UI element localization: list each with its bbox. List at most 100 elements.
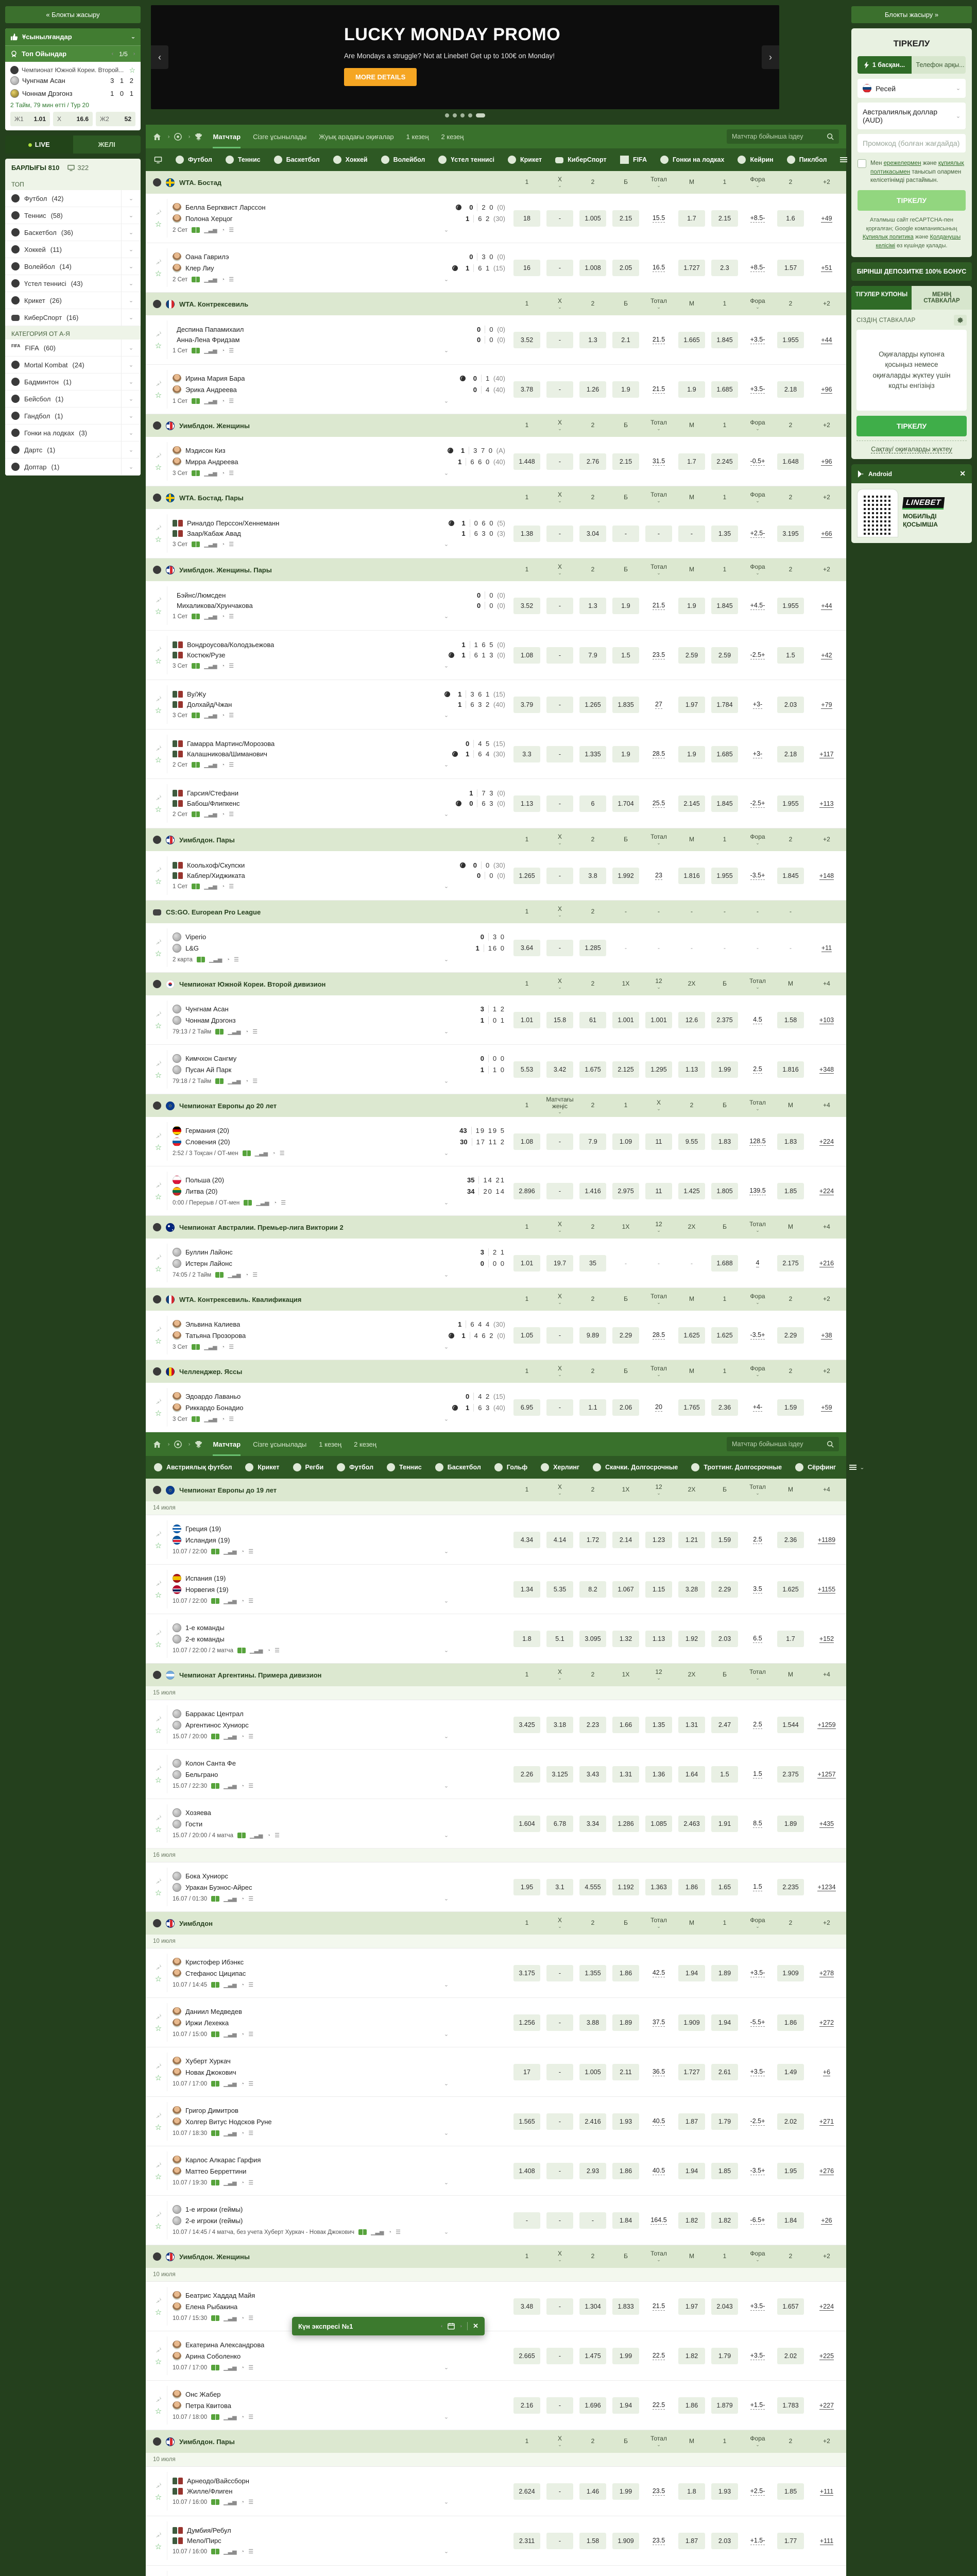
expand-row-icon[interactable]: ⌄ bbox=[443, 957, 449, 962]
field-tracker-icon[interactable] bbox=[242, 1150, 251, 1156]
favorite-star-icon[interactable]: ☆ bbox=[155, 391, 162, 400]
odds-button[interactable]: 1.816 bbox=[777, 1061, 804, 1078]
odds-button[interactable]: 7.9 bbox=[579, 1133, 606, 1150]
list-icon[interactable]: ☰ bbox=[229, 713, 234, 719]
coupon-register-button[interactable]: ТІРКЕЛУ bbox=[856, 416, 967, 437]
odds-button[interactable]: - bbox=[546, 1964, 573, 1981]
list-icon[interactable]: ☰ bbox=[229, 470, 234, 477]
match-row[interactable]: ☆ Эдоардо Лаваньо 0 4 2 (15) Риккардо Бонади… bbox=[146, 1383, 846, 1432]
odds-param-link[interactable]: 36.5 bbox=[652, 2067, 665, 2076]
percent-icon[interactable]: ◔ bbox=[221, 613, 225, 620]
odds-button[interactable]: 1.665 bbox=[678, 331, 705, 348]
close-icon[interactable]: ✕ bbox=[473, 2322, 478, 2330]
league-header[interactable]: Уимблдон 1 X ⌄ 2 Б Тотал ⌄ М 1 Фора ⌄ 2 +2 bbox=[146, 1912, 846, 1935]
odds-button[interactable]: 1.909 bbox=[678, 2014, 705, 2031]
nav-sport-7[interactable]: Крикет bbox=[508, 156, 542, 164]
more-bets-count[interactable]: +1155 bbox=[817, 1585, 836, 1594]
odds-button[interactable]: 2.29 bbox=[612, 1327, 639, 1344]
match-row[interactable]: ☆ Карлос Алкарас Гарфия Маттео Берреттини 1… bbox=[146, 2146, 846, 2196]
favorite-star-icon[interactable]: ☆ bbox=[155, 1409, 162, 1418]
match-row[interactable]: ☆ Арнеодо/Вайссборн Жилле/Флиген 10.07 / 16… bbox=[146, 2467, 846, 2516]
match-row[interactable]: ☆ Колон Санта Фе Бельграно 15.07 / 22:30 ▁▃▅… bbox=[146, 1750, 846, 1799]
odds-param-link[interactable]: 42.5 bbox=[652, 1969, 665, 1977]
odds-button[interactable]: 1.544 bbox=[777, 1716, 804, 1733]
odds-button[interactable]: 1.09 bbox=[612, 1133, 639, 1150]
league-header[interactable]: Уимблдон. Женщины. Пары 1 X ⌄ 2 Б Тотал ⌄ М 1 Фора… bbox=[146, 558, 846, 581]
odds-button[interactable]: - bbox=[678, 525, 705, 542]
odds-param-link[interactable]: 40.5 bbox=[652, 2117, 665, 2126]
field-tracker-icon[interactable] bbox=[211, 1896, 220, 1902]
odds-param-link[interactable]: 28.5 bbox=[652, 1331, 665, 1340]
stats-icon[interactable]: ▁▃▅ bbox=[224, 2365, 237, 2371]
expand-chevron[interactable]: ⌄ bbox=[121, 207, 141, 224]
pin-icon[interactable] bbox=[155, 2161, 162, 2168]
odds-param-link[interactable]: +2.5- bbox=[750, 2487, 765, 2496]
odds-button[interactable]: 3.78 bbox=[513, 381, 540, 398]
odds-button[interactable]: 18 bbox=[513, 210, 540, 227]
expand-row-icon[interactable]: ⌄ bbox=[443, 812, 449, 817]
odds-button[interactable]: 2.145 bbox=[678, 795, 705, 812]
list-icon[interactable]: ☰ bbox=[275, 1648, 280, 1654]
odds-button[interactable]: 2.61 bbox=[711, 2063, 738, 2080]
trophy-icon[interactable] bbox=[195, 1440, 202, 1448]
odds-param-link[interactable]: +4- bbox=[752, 1403, 763, 1412]
calendar-icon[interactable] bbox=[448, 2323, 455, 2330]
percent-icon[interactable]: ◔ bbox=[241, 1548, 245, 1555]
pin-icon[interactable] bbox=[155, 524, 162, 531]
odds-param-link[interactable]: 40.5 bbox=[652, 2166, 665, 2175]
stats-icon[interactable]: ▁▃▅ bbox=[224, 2315, 237, 2321]
hide-blocks-left-button[interactable]: « Блокты жасыру bbox=[5, 6, 141, 23]
odds-button[interactable]: 1.685 bbox=[711, 381, 738, 398]
odds-button[interactable]: 2.02 bbox=[777, 2347, 804, 2364]
expand-row-icon[interactable]: ⌄ bbox=[443, 228, 449, 233]
odds-button[interactable]: - bbox=[546, 939, 573, 956]
odds-button[interactable]: 3.43 bbox=[579, 1766, 606, 1783]
list-icon[interactable]: ☰ bbox=[248, 1734, 254, 1740]
odds-button[interactable]: 1.265 bbox=[579, 696, 606, 713]
stats-icon[interactable]: ▁▃▅ bbox=[224, 1598, 237, 1604]
odds-button[interactable]: 1.648 bbox=[777, 453, 804, 470]
odds-button[interactable]: 3.125 bbox=[546, 1766, 573, 1783]
odds-button[interactable]: 2.15 bbox=[711, 210, 738, 227]
pin-icon[interactable] bbox=[155, 744, 162, 751]
sidebar-item-футбол[interactable]: Футбол (42) ⌄ bbox=[5, 190, 141, 207]
field-tracker-icon[interactable] bbox=[192, 614, 200, 619]
percent-icon[interactable]: ◔ bbox=[241, 2179, 245, 2186]
odds-button[interactable]: 1.84 bbox=[777, 2212, 804, 2229]
stats-icon[interactable]: ▁▃▅ bbox=[254, 1150, 268, 1157]
league-header[interactable]: Уимблдон. Пары 1 X ⌄ 2 Б Тотал ⌄ М 1 Фора ⌄ 2 +2 bbox=[146, 2430, 846, 2453]
pin-icon[interactable] bbox=[155, 1963, 162, 1970]
expand-row-icon[interactable]: ⌄ bbox=[443, 713, 449, 718]
list-icon[interactable]: ☰ bbox=[248, 2081, 254, 2087]
expand-row-icon[interactable]: ⌄ bbox=[443, 277, 449, 282]
match-row[interactable]: ☆ Риналдо Перссон/Хеннеманн 1 0 6 0 (5) Заар… bbox=[146, 509, 846, 558]
list-icon[interactable]: ☰ bbox=[275, 1833, 280, 1839]
odds-param-link[interactable]: +3- bbox=[752, 750, 763, 758]
list-icon[interactable]: ☰ bbox=[229, 614, 234, 620]
pin-icon[interactable] bbox=[155, 1010, 162, 1017]
list-icon[interactable]: ☰ bbox=[229, 541, 234, 548]
expand-row-icon[interactable]: ⌄ bbox=[443, 348, 449, 353]
stats-icon[interactable]: ▁▃▅ bbox=[204, 614, 217, 620]
odds-button[interactable]: - bbox=[546, 2212, 573, 2229]
expand-row-icon[interactable]: ⌄ bbox=[443, 1200, 449, 1206]
odds-button[interactable]: 1.9 bbox=[678, 745, 705, 762]
odds-button[interactable]: 3.52 bbox=[513, 597, 540, 614]
odds-button[interactable]: - bbox=[546, 2483, 573, 2500]
pin-icon[interactable] bbox=[155, 596, 162, 603]
odds-button[interactable]: 1.425 bbox=[678, 1182, 705, 1199]
stats-icon[interactable]: ▁▃▅ bbox=[204, 227, 217, 233]
percent-icon[interactable]: ◔ bbox=[241, 1733, 245, 1740]
league-header[interactable]: WTA. Контрексевиль 1 X ⌄ 2 Б Тотал ⌄ М 1 Фора ⌄ 2 +2 bbox=[146, 293, 846, 315]
field-tracker-icon[interactable] bbox=[358, 2229, 367, 2235]
odds-button[interactable]: - bbox=[546, 2063, 573, 2080]
stats-icon[interactable]: ▁▃▅ bbox=[204, 1416, 217, 1422]
odds-button[interactable]: - bbox=[546, 210, 573, 227]
odds-button[interactable]: 1.765 bbox=[678, 1399, 705, 1416]
odds-param-link[interactable]: 139.5 bbox=[749, 1187, 766, 1195]
stats-icon[interactable]: ▁▃▅ bbox=[204, 470, 217, 477]
odds-button[interactable]: 2.29 bbox=[777, 1327, 804, 1344]
odds-button[interactable]: 1.9 bbox=[612, 597, 639, 614]
odds-button[interactable]: 1.36 bbox=[645, 1766, 672, 1783]
stats-icon[interactable]: ▁▃▅ bbox=[250, 1648, 263, 1654]
